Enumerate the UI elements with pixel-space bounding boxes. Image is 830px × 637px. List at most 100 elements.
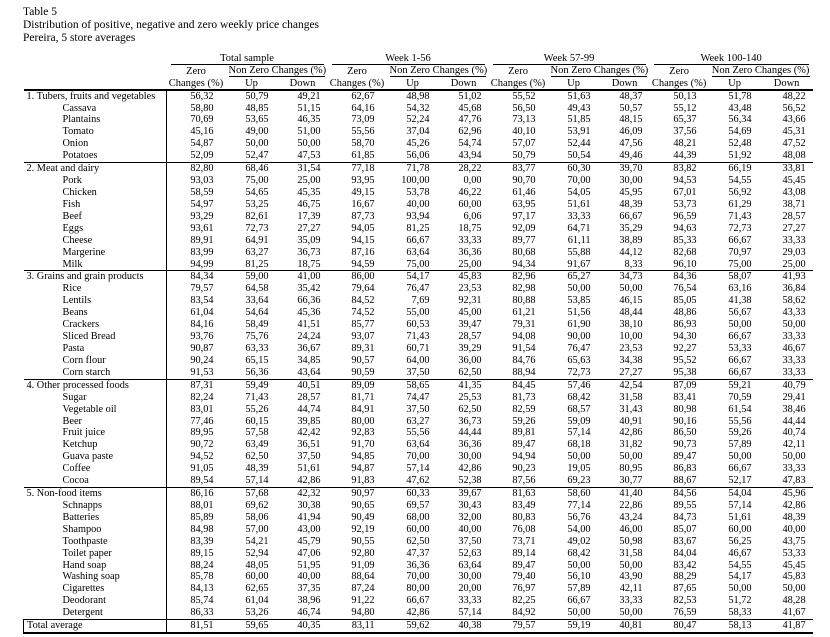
value-cell: 6,06 xyxy=(463,210,482,222)
value-cell: 38,46 xyxy=(782,403,806,415)
value-cell: 71,78 xyxy=(386,162,439,176)
label-col-spacer xyxy=(24,51,167,65)
value-cell: 94,85 xyxy=(351,451,375,463)
value-cell: 50,00 xyxy=(728,583,752,595)
value-cell: 47,37 xyxy=(406,547,430,559)
value-cell: 66,36 xyxy=(297,295,321,307)
row-label: Corn flour xyxy=(62,354,106,366)
value-cell: 83,49 xyxy=(512,499,536,511)
value-cell: 90,72 xyxy=(166,439,226,452)
value-cell: 91,67 xyxy=(567,258,591,270)
row-label: Cassava xyxy=(62,102,97,114)
value-cell: 59,65 xyxy=(225,619,278,635)
value-cell: 58,70 xyxy=(351,138,375,150)
value-cell: 31,43 xyxy=(619,403,643,415)
value-cell: 81,63 xyxy=(488,487,548,500)
value-cell: 63,95 xyxy=(512,198,536,210)
value-cell: 25,53 xyxy=(458,391,482,403)
value-cell: 90,49 xyxy=(351,511,375,523)
value-cell: 84,98 xyxy=(166,523,226,536)
value-cell: 76,54 xyxy=(673,283,697,295)
value-cell: 42,32 xyxy=(277,487,328,500)
value-cell: 43,24 xyxy=(619,511,643,523)
value-cell: 96,59 xyxy=(673,210,697,222)
value-cell: 64,58 xyxy=(245,283,269,295)
value-cell: 51,72 xyxy=(728,595,752,607)
value-cell: 90,24 xyxy=(166,354,226,367)
item-row: Rice 79,57 64,58 35,42 79,64 76,47 23,53 82,98 5… xyxy=(24,283,813,296)
value-cell: 85,77 xyxy=(351,319,375,331)
value-cell: 45,83 xyxy=(438,270,489,284)
value-cell: 81,25 xyxy=(245,258,269,270)
value-cell: 82,25 xyxy=(512,595,536,607)
value-cell: 36,36 xyxy=(458,439,482,451)
value-cell: 82,24 xyxy=(166,391,226,404)
value-cell: 75,00 xyxy=(245,175,269,187)
item-row: Deodorant 85,74 61,04 38,96 91,22 66,67 33,33 8… xyxy=(24,595,813,608)
value-cell: 43,75 xyxy=(782,535,806,547)
changes-pct-header: Changes (%) xyxy=(649,76,709,91)
value-cell: 95,52 xyxy=(673,354,697,366)
value-cell: 60,00 xyxy=(728,523,752,535)
value-cell: 45,95 xyxy=(619,186,643,198)
value-cell: 51,63 xyxy=(547,89,600,103)
value-cell: 41,67 xyxy=(782,607,806,619)
value-cell: 80,88 xyxy=(512,295,536,307)
value-cell: 69,23 xyxy=(567,475,591,487)
value-cell: 45,31 xyxy=(782,126,806,138)
value-cell: 51,61 xyxy=(728,511,752,523)
value-cell: 59,00 xyxy=(225,270,278,284)
value-cell: 32,00 xyxy=(458,511,482,523)
value-cell: 33,33 xyxy=(458,595,482,607)
value-cell: 50,00 xyxy=(782,451,806,463)
nonzero-header: Non Zero Changes (%) xyxy=(550,64,649,77)
row-label: Margerine xyxy=(62,246,106,258)
value-cell: 64,00 xyxy=(406,354,430,366)
value-cell: 84,92 xyxy=(512,607,536,619)
value-cell: 80,00 xyxy=(351,415,375,427)
table-subtitle: Pereira, 5 store averages xyxy=(23,32,136,45)
value-cell: 62,50 xyxy=(458,403,482,415)
value-cell: 69,57 xyxy=(406,499,430,511)
value-cell: 89,47 xyxy=(512,559,536,571)
item-row: Fruit juice 89,95 57,58 42,42 92,83 55,56 44,4… xyxy=(24,427,813,440)
row-label: 4. Other processed foods xyxy=(23,378,167,392)
value-cell: 47,83 xyxy=(782,475,806,487)
value-cell: 90,23 xyxy=(512,463,536,475)
value-cell: 35,42 xyxy=(297,283,321,295)
row-label: Shampoo xyxy=(62,523,102,535)
item-row: Vegetable oil 83,01 55,26 44,74 84,91 37,50 62… xyxy=(24,403,813,416)
value-cell: 94,87 xyxy=(351,463,375,475)
value-cell: 61,11 xyxy=(567,234,591,246)
value-cell: 30,43 xyxy=(458,499,482,511)
row-label: Tomato xyxy=(62,126,94,138)
value-cell: 35,09 xyxy=(297,234,321,246)
value-cell: 28,57 xyxy=(297,391,321,403)
zero-header: Zero xyxy=(347,65,367,77)
value-cell: 51,78 xyxy=(708,89,761,103)
value-cell: 52,09 xyxy=(166,150,226,163)
value-cell: 57,07 xyxy=(512,138,536,150)
value-cell: 33,64 xyxy=(245,295,269,307)
value-cell: 27,27 xyxy=(619,366,643,378)
value-cell: 23,53 xyxy=(619,342,643,354)
value-cell: 90,57 xyxy=(351,354,375,366)
value-cell: 53,26 xyxy=(245,607,269,619)
row-label: Beer xyxy=(62,415,82,427)
value-cell: 91,22 xyxy=(351,595,375,607)
item-row: Detergent 86,33 53,26 46,74 94,80 42,86 57,14 8… xyxy=(24,607,813,620)
value-cell: 56,50 xyxy=(512,102,536,114)
value-cell: 50,00 xyxy=(619,451,643,463)
value-cell: 55,26 xyxy=(245,403,269,415)
value-cell: 94,94 xyxy=(512,451,536,463)
value-cell: 84,76 xyxy=(512,354,536,366)
value-cell: 54,17 xyxy=(386,270,439,284)
value-cell: 61,21 xyxy=(512,307,536,319)
value-cell: 41,35 xyxy=(438,378,489,392)
value-cell: 92,80 xyxy=(351,547,375,559)
value-cell: 82,68 xyxy=(673,246,697,258)
value-cell: 84,45 xyxy=(488,378,548,392)
item-row: Eggs 93,61 72,73 27,27 94,05 81,25 18,75 92,09 6… xyxy=(24,222,813,235)
value-cell: 50,00 xyxy=(567,451,591,463)
value-cell: 45,83 xyxy=(782,571,806,583)
